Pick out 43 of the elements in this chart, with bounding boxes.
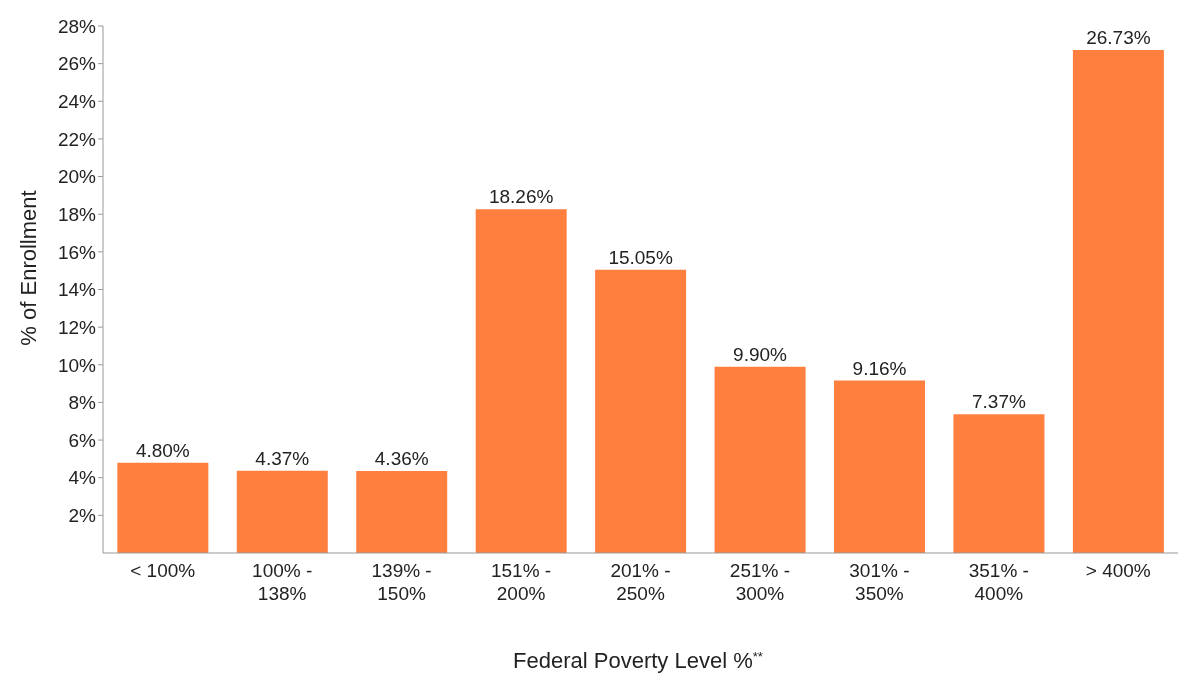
y-tick-label: 16% xyxy=(57,241,97,263)
data-label: 9.90% xyxy=(733,343,788,365)
y-tick-label: 4% xyxy=(68,467,97,489)
x-tick-label: < 100% xyxy=(130,560,196,581)
x-tick-label: > 400% xyxy=(1085,560,1151,581)
x-tick-label: 151% - 200% xyxy=(490,560,552,604)
bar xyxy=(714,366,806,553)
bar xyxy=(236,470,328,553)
y-tick-label: 20% xyxy=(57,166,97,188)
data-label: 18.26% xyxy=(488,186,554,208)
y-tick-label: 18% xyxy=(57,203,97,225)
bar xyxy=(953,414,1045,553)
data-label: 15.05% xyxy=(608,246,673,268)
x-tick-label: 301% - 350% xyxy=(849,560,910,604)
x-axis-title: Federal Poverty Level %$^{**}$ xyxy=(513,648,763,673)
data-label: 4.36% xyxy=(374,447,429,469)
y-tick-label: 24% xyxy=(57,91,97,113)
x-tick-label: 251% - 300% xyxy=(729,560,791,604)
y-tick-label: 6% xyxy=(68,429,97,451)
bar xyxy=(475,209,567,553)
data-label: 7.37% xyxy=(972,391,1026,413)
data-label: 9.16% xyxy=(852,357,907,379)
bar xyxy=(1072,49,1164,553)
y-tick-label: 8% xyxy=(68,392,97,414)
y-tick-label: 28% xyxy=(57,15,97,37)
y-tick-label: 10% xyxy=(57,354,97,376)
x-tick-label: 351% - 400% xyxy=(968,560,1029,604)
y-tick-label: 14% xyxy=(57,279,97,301)
data-label: 4.80% xyxy=(135,439,190,461)
y-tick-label: 26% xyxy=(57,53,97,75)
bar xyxy=(356,470,448,553)
y-tick-label: 12% xyxy=(57,316,97,338)
bar xyxy=(595,269,687,553)
x-tick-label: 100% - 138% xyxy=(252,560,313,604)
data-label: 4.37% xyxy=(255,447,310,469)
x-tick-label: 201% - 250% xyxy=(610,560,671,604)
bar xyxy=(834,380,925,553)
bar xyxy=(117,462,209,553)
y-tick-label: 2% xyxy=(68,505,97,527)
y-axis-title: % of Enrollment xyxy=(15,190,41,346)
data-label: 26.73% xyxy=(1086,26,1151,48)
y-tick-label: 22% xyxy=(57,128,97,150)
x-tick-label: 139% - 150% xyxy=(371,560,432,604)
